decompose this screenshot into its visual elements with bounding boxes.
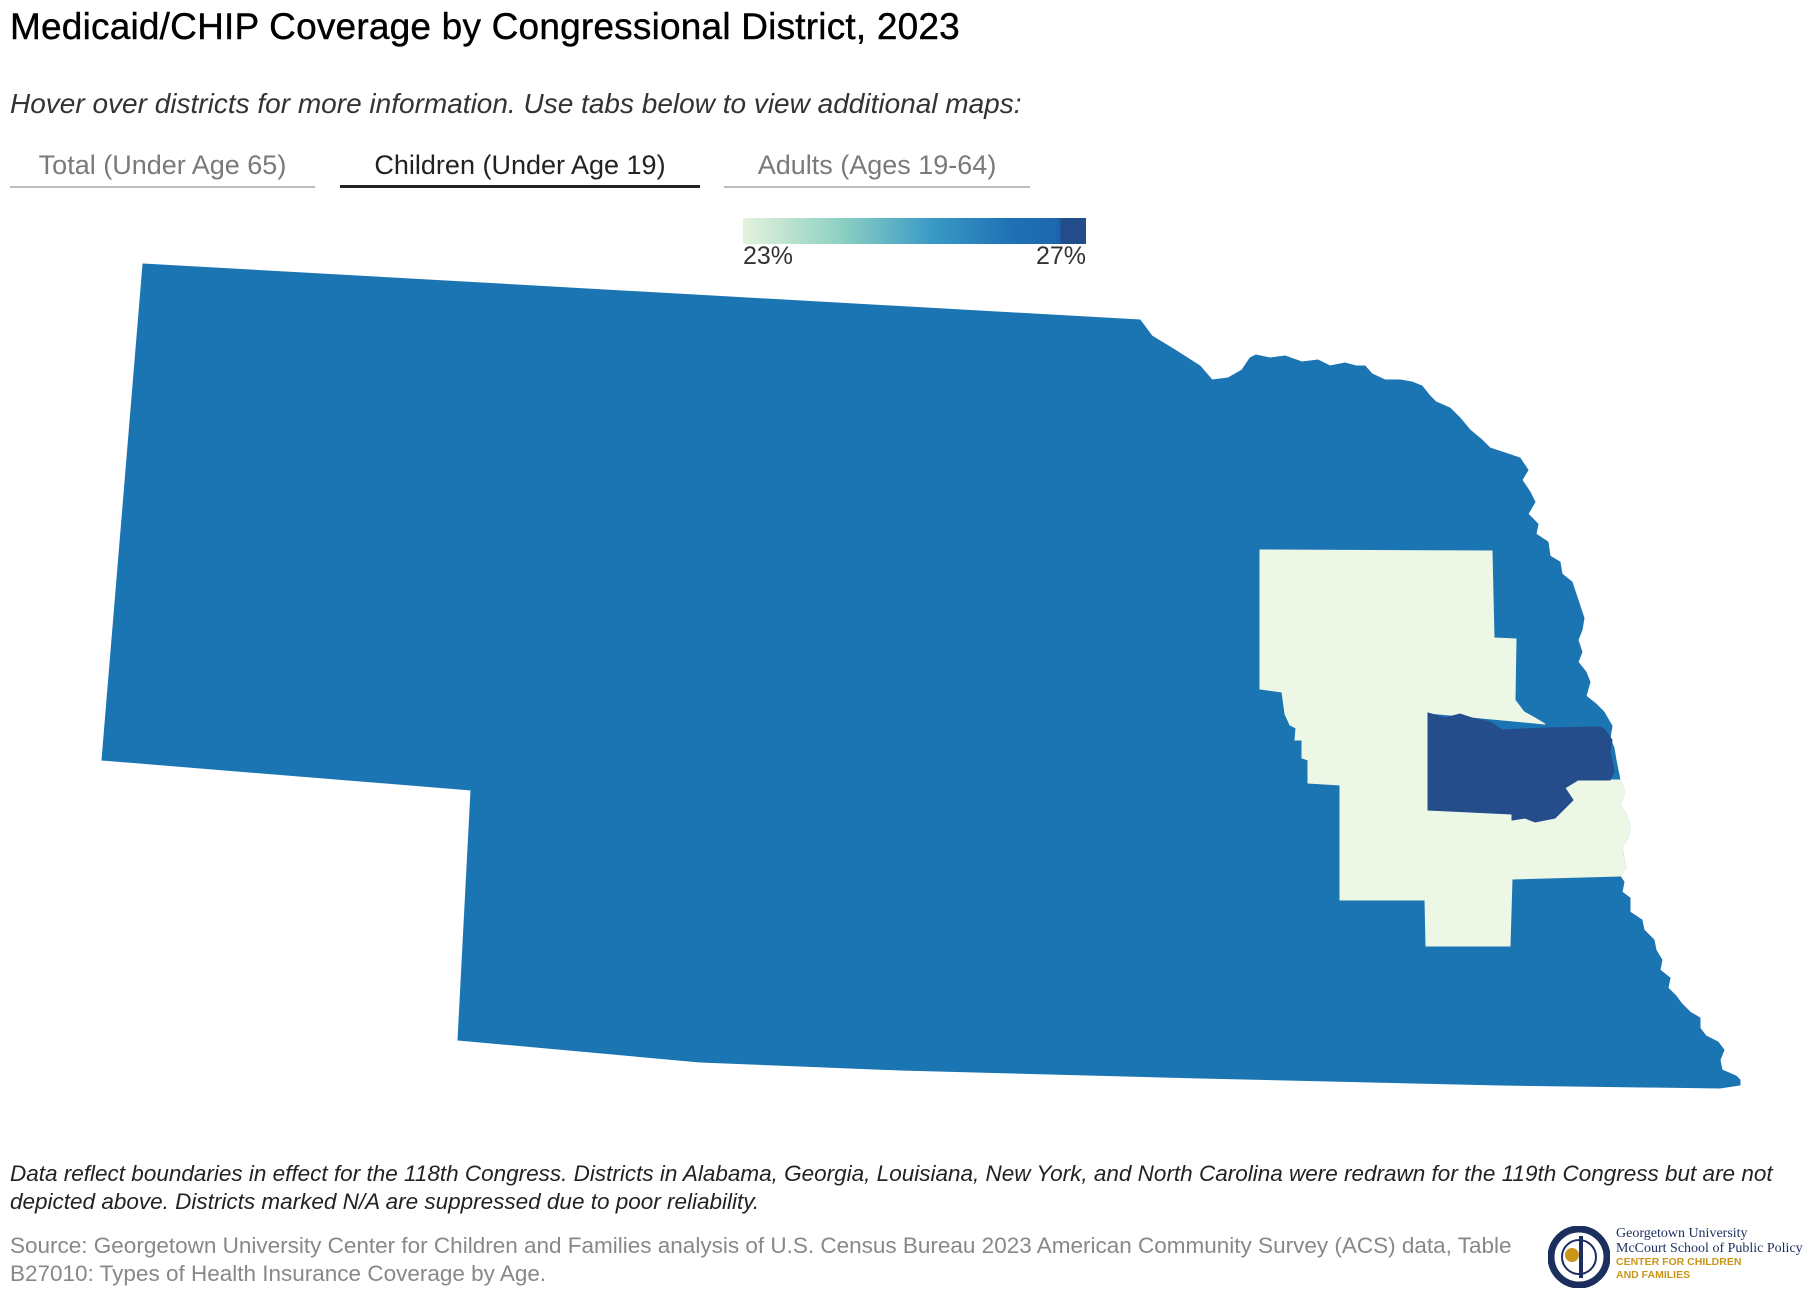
- tab-children-under-19[interactable]: Children (Under Age 19): [340, 146, 700, 188]
- logo-line-families: AND FAMILIES: [1616, 1269, 1691, 1281]
- georgetown-ccf-logo: Georgetown University McCourt School of …: [1548, 1222, 1818, 1294]
- district-ne-3[interactable]: [101, 263, 1741, 1089]
- legend-gradient-bar: [743, 218, 1086, 244]
- logo-line-center: CENTER FOR CHILDREN: [1616, 1256, 1742, 1268]
- chart-subtitle: Hover over districts for more informatio…: [10, 88, 1022, 119]
- chart-title: Medicaid/CHIP Coverage by Congressional …: [10, 6, 960, 47]
- district-map: [101, 263, 1741, 1089]
- legend-min-label: 23%: [743, 242, 794, 270]
- legend-max-label: 27%: [1035, 242, 1086, 270]
- color-legend: 23% 27%: [743, 218, 1086, 270]
- source-citation: Source: Georgetown University Center for…: [10, 1233, 1512, 1286]
- district-ne-1[interactable]: [1259, 549, 1631, 947]
- district-ne-2[interactable]: [1427, 712, 1615, 823]
- logo-line-university: Georgetown University: [1616, 1226, 1748, 1241]
- tab-total-under-65[interactable]: Total (Under Age 65): [10, 146, 315, 188]
- logo-emblem-icon: [1548, 1226, 1610, 1288]
- logo-text: Georgetown University McCourt School of …: [1616, 1226, 1803, 1282]
- tab-adults-19-64[interactable]: Adults (Ages 19-64): [724, 146, 1030, 188]
- logo-line-school: McCourt School of Public Policy: [1616, 1241, 1803, 1256]
- footnote: Data reflect boundaries in effect for th…: [10, 1161, 1773, 1214]
